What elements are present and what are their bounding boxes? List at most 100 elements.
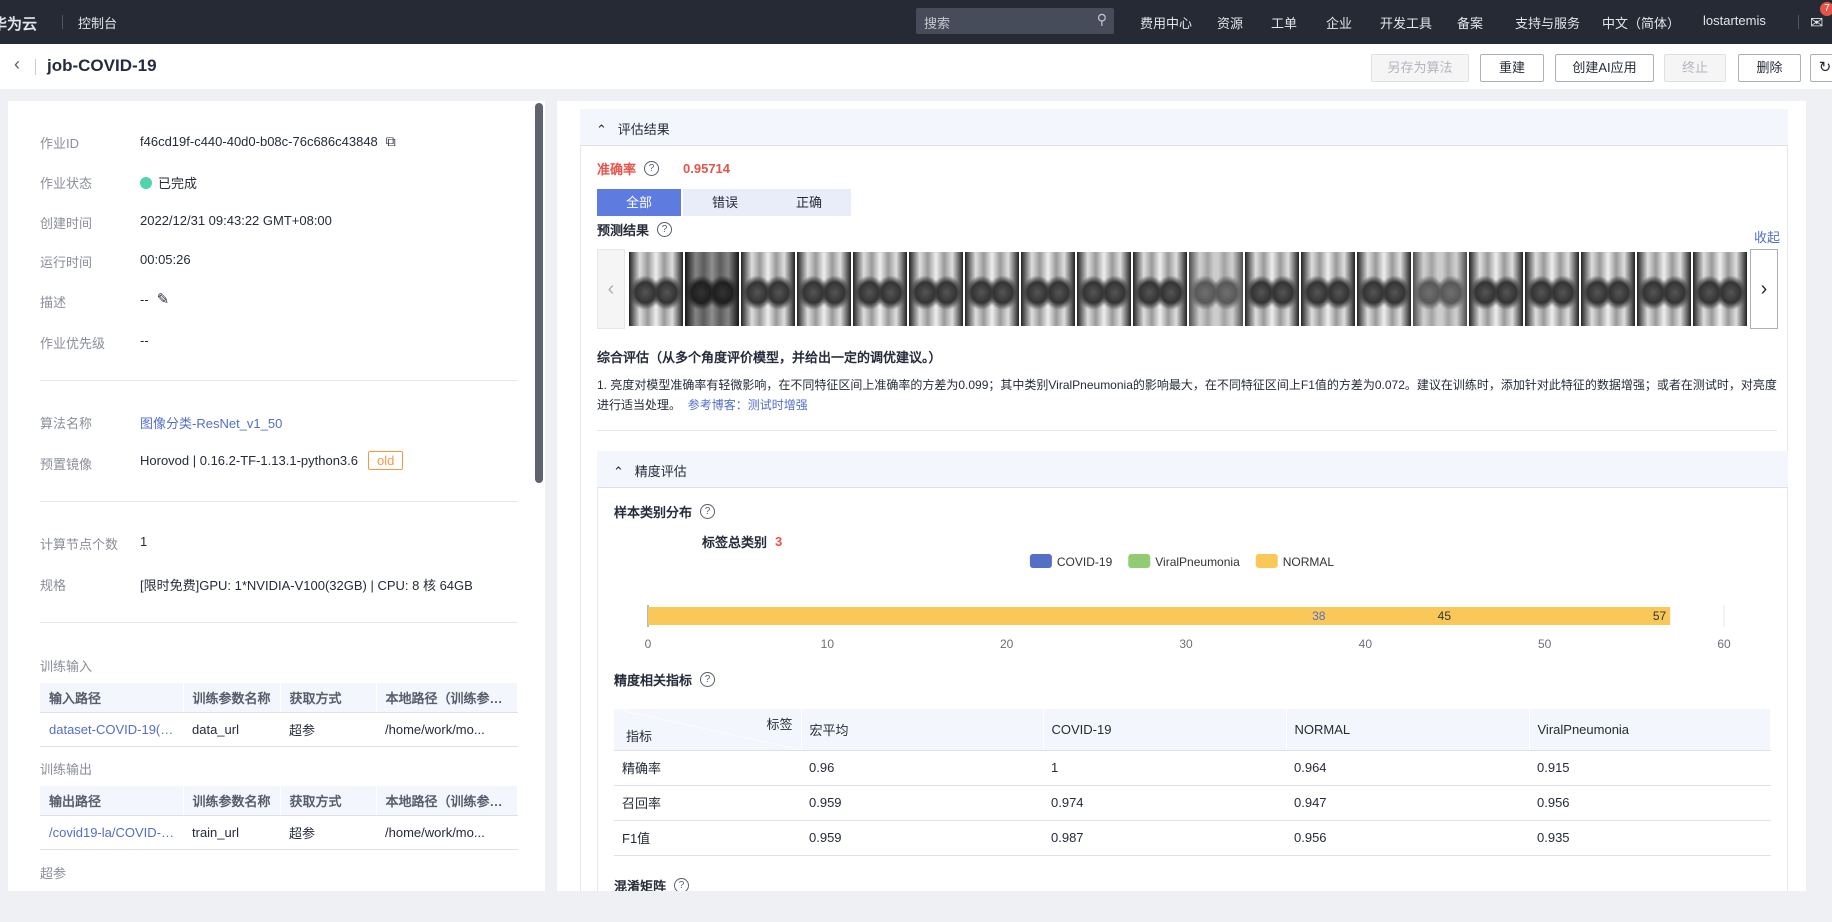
create-ai-app-button[interactable]: 创建AI应用 [1555, 54, 1654, 82]
corner-header: 标签 指标 [614, 709, 802, 751]
row-name: 召回率 [614, 785, 801, 821]
data-label: 45 [1438, 609, 1452, 623]
nav-billing[interactable]: 费用中心 [1140, 16, 1193, 31]
cell: 0.96 [801, 750, 1043, 786]
xray-thumbnail[interactable] [1413, 252, 1467, 326]
collapse-link[interactable]: 收起 [1754, 230, 1781, 245]
xray-thumbnail[interactable] [1581, 252, 1635, 326]
data-label: 57 [1653, 609, 1667, 623]
stop-button[interactable]: 终止 [1664, 54, 1726, 82]
xray-thumbnail[interactable] [797, 252, 851, 326]
precision-header[interactable]: ⌃ 精度评估 [597, 451, 1788, 488]
copy-icon[interactable]: ⧉ [385, 133, 396, 149]
status-value: 已完成 [158, 176, 198, 191]
runtime-value: 00:05:26 [140, 252, 191, 267]
col-header: 训练参数名称 [183, 683, 281, 713]
xray-thumbnail[interactable] [1637, 252, 1691, 326]
metrics-title-row: 精度相关指标 ? [614, 670, 716, 689]
cell: 0.935 [1529, 820, 1771, 856]
xray-thumbnail[interactable] [853, 252, 907, 326]
tab-correct[interactable]: 正确 [767, 189, 851, 216]
save-as-algorithm-button[interactable]: 另存为算法 [1371, 54, 1469, 82]
legend-swatch[interactable] [1255, 554, 1278, 568]
help-icon[interactable]: ? [700, 504, 716, 519]
logo[interactable]: 华为云 [0, 16, 38, 33]
cell: 0.987 [1043, 820, 1286, 856]
total-classes-label: 标签总类别 [702, 535, 768, 550]
scrollbar[interactable] [535, 103, 543, 483]
divider [35, 59, 36, 75]
cell: 0.959 [801, 785, 1043, 821]
xray-thumbnail[interactable] [1133, 252, 1187, 326]
bar-NORMAL[interactable] [648, 607, 1671, 625]
nav-tickets[interactable]: 工单 [1271, 16, 1298, 31]
tab-wrong[interactable]: 错误 [683, 189, 767, 216]
carousel-next-button[interactable]: › [1750, 249, 1778, 329]
col-header: 输入路径 [40, 683, 184, 713]
tick-label: 30 [1179, 637, 1193, 651]
legend-swatch[interactable] [1029, 554, 1052, 568]
xray-thumbnail[interactable] [1021, 252, 1075, 326]
help-icon[interactable]: ? [644, 161, 660, 176]
xray-thumbnail[interactable] [741, 252, 795, 326]
carousel-prev-button[interactable]: ‹ [597, 249, 625, 329]
nav-user[interactable]: lostartemis [1703, 13, 1766, 28]
xray-thumbnail[interactable] [909, 252, 963, 326]
ref-link[interactable]: 测试时增强 [747, 398, 808, 412]
console-link[interactable]: 控制台 [78, 16, 118, 31]
legend-label[interactable]: COVID-19 [1057, 555, 1113, 569]
help-icon[interactable]: ? [700, 672, 716, 687]
nav-enterprise[interactable]: 企业 [1326, 16, 1353, 31]
xray-thumbnail[interactable] [1245, 252, 1299, 326]
legend-label[interactable]: ViralPneumonia [1155, 555, 1240, 569]
xray-thumbnail[interactable] [1077, 252, 1131, 326]
input-path-link[interactable]: dataset-COVID-19(V... [40, 712, 183, 747]
nav-language[interactable]: 中文（简体） [1602, 16, 1681, 31]
search-input[interactable]: 搜索 ⚲ [916, 8, 1114, 34]
back-icon[interactable]: ‹ [14, 54, 20, 74]
divider [62, 15, 63, 29]
status-label: 作业状态 [40, 176, 93, 191]
summary-paragraph: 1. 亮度对模型准确率有轻微影响，在不同特征区间上准确率的方差为0.099；其中… [597, 378, 1777, 412]
priority-label: 作业优先级 [40, 336, 106, 351]
help-icon[interactable]: ? [657, 222, 673, 237]
tick-label: 50 [1538, 637, 1552, 651]
xray-thumbnail[interactable] [1693, 252, 1747, 326]
xray-thumbnail[interactable] [629, 252, 683, 326]
table-row: dataset-COVID-19(V... data_url 超参/home/wor… [40, 712, 518, 747]
eval-result-header[interactable]: ⌃ 评估结果 [580, 109, 1788, 146]
xray-thumbnail[interactable] [965, 252, 1019, 326]
chevron-up-icon: ⌃ [613, 464, 624, 479]
search-icon[interactable]: ⚲ [1096, 11, 1107, 27]
xray-thumbnail[interactable] [1189, 252, 1243, 326]
nav-support[interactable]: 支持与服务 [1515, 16, 1581, 31]
job-info-panel: 作业ID f46cd19f-c440-40d0-b08c-76c686c4384… [8, 101, 545, 891]
metrics-table: 标签 指标 宏平均 COVID-19 NORMAL ViralPneumonia… [614, 709, 1771, 856]
nav-devtools[interactable]: 开发工具 [1380, 16, 1433, 31]
nav-resources[interactable]: 资源 [1217, 16, 1244, 31]
xray-thumbnail[interactable] [1357, 252, 1411, 326]
training-input-title: 训练输入 [40, 659, 93, 674]
summary-title: 综合评估（从多个角度评价模型，并给出一定的调优建议。） [597, 350, 942, 365]
xray-thumbnail[interactable] [1525, 252, 1579, 326]
nav-filing[interactable]: 备案 [1457, 16, 1484, 31]
legend-label[interactable]: NORMAL [1283, 555, 1335, 569]
mail-icon[interactable]: ✉ [1810, 15, 1824, 32]
rebuild-button[interactable]: 重建 [1480, 54, 1544, 82]
priority-value: -- [140, 333, 149, 348]
table-row: F1值 0.959 0.987 0.956 0.935 [614, 820, 1771, 856]
edit-icon[interactable]: ✎ [156, 291, 170, 308]
algorithm-link[interactable]: 图像分类-ResNet_v1_50 [140, 416, 283, 431]
hyperparams-title: 超参 [40, 866, 67, 881]
output-path-link[interactable]: /covid19-la/COVID-1... [40, 815, 183, 850]
prediction-title-row: 预测结果 ? [597, 220, 673, 239]
xray-thumbnail[interactable] [1301, 252, 1355, 326]
xray-thumbnail[interactable] [1469, 252, 1523, 326]
tab-all[interactable]: 全部 [597, 189, 681, 216]
training-output-title: 训练输出 [40, 762, 93, 777]
col-header: 获取方式 [280, 786, 377, 816]
refresh-button[interactable]: ↻ [1810, 54, 1832, 82]
xray-thumbnail[interactable] [685, 252, 739, 326]
delete-button[interactable]: 删除 [1738, 54, 1801, 82]
legend-swatch[interactable] [1128, 554, 1151, 568]
